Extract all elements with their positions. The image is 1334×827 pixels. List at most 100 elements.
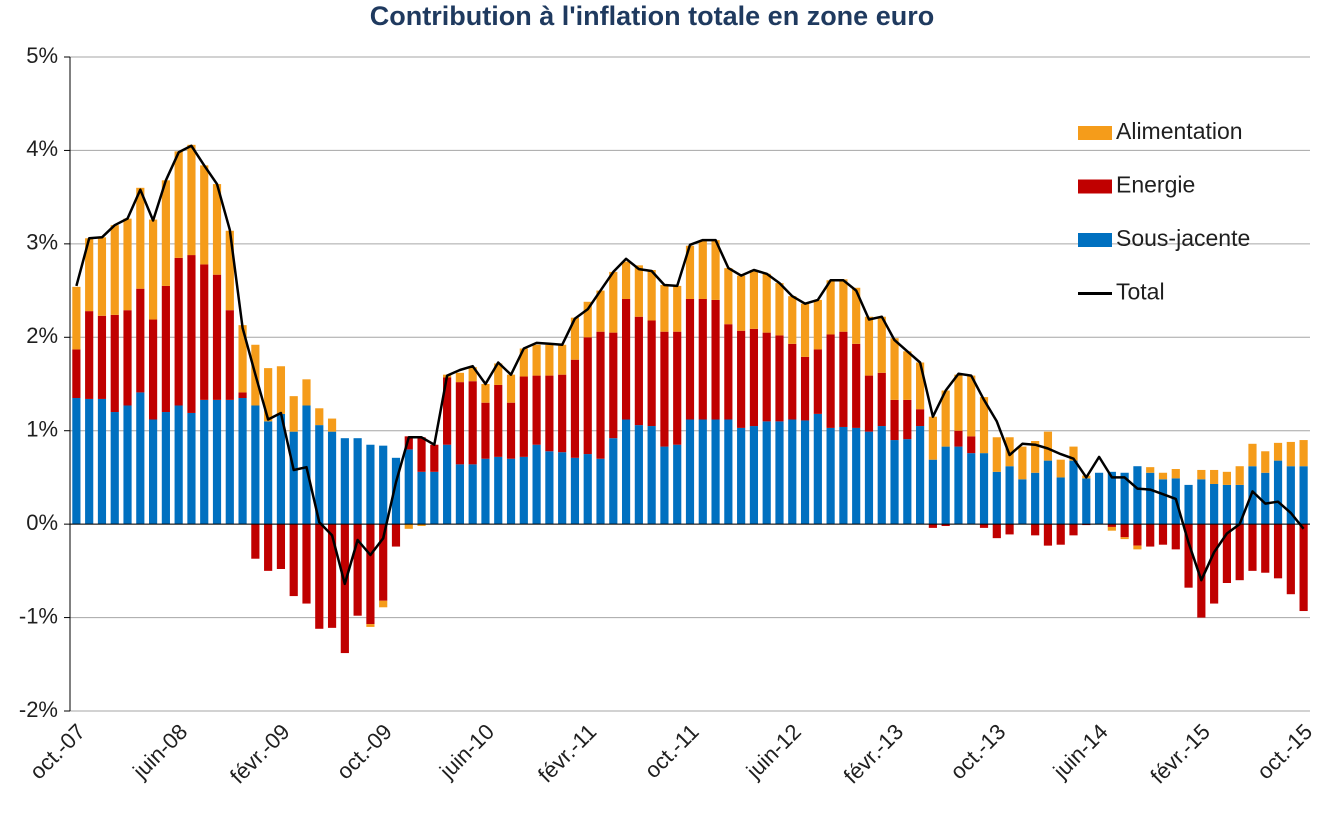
bar-segment — [391, 457, 401, 525]
bar-segment — [1005, 466, 1014, 525]
x-tick-label: févr.-11 — [533, 719, 601, 787]
legend-label: Sous-jacente — [1116, 225, 1250, 251]
bar-segment — [839, 279, 848, 332]
bar-segment — [890, 338, 899, 400]
bar-segment — [276, 524, 286, 569]
bar-segment — [775, 421, 784, 525]
bar-segment — [583, 454, 592, 525]
bar-segment — [621, 419, 631, 525]
bar-segment — [302, 379, 311, 406]
bar-segment — [149, 219, 158, 320]
bar-segment — [264, 524, 273, 571]
bar-segment — [225, 399, 234, 525]
bar-segment — [136, 392, 145, 525]
bar-segment — [136, 288, 145, 393]
bar-segment — [404, 524, 413, 529]
bar-segment — [187, 412, 196, 525]
x-tick-label: juin-10 — [434, 719, 499, 784]
bar-segment — [200, 399, 209, 525]
bar-segment — [212, 274, 222, 400]
x-tick-label: févr.-15 — [1145, 719, 1215, 789]
bar-segment — [749, 270, 759, 329]
bar-segment — [826, 334, 835, 428]
bar-segment — [992, 524, 1001, 539]
bar-segment — [1248, 443, 1257, 467]
bar-segment — [647, 320, 656, 427]
bar-segment — [877, 372, 886, 427]
bar-segment — [532, 375, 541, 445]
bar-segment — [954, 430, 963, 447]
bar-segment — [621, 298, 631, 420]
bar-segment — [187, 144, 196, 256]
bar-segment — [1197, 479, 1206, 525]
bar-segment — [698, 298, 707, 420]
bar-segment — [724, 324, 733, 420]
bar-segment — [660, 284, 669, 332]
bar-segment — [583, 301, 592, 338]
bar-segment — [366, 624, 375, 627]
bar-segment — [200, 264, 209, 400]
bar-segment — [813, 349, 822, 414]
bar-segment — [698, 419, 707, 525]
bar-segment — [916, 362, 925, 410]
bar-segment — [1146, 472, 1155, 525]
bar-segment — [327, 431, 337, 525]
bar-segment — [110, 314, 119, 413]
bar-segment — [570, 457, 580, 525]
bar-segment — [979, 524, 989, 528]
bar-segment — [340, 438, 349, 525]
bar-segment — [1056, 524, 1065, 545]
bar-segment — [1235, 484, 1244, 525]
bar-segment — [340, 524, 349, 654]
bar-segment — [506, 458, 516, 525]
bar-segment — [647, 270, 656, 321]
bar-segment — [737, 275, 746, 331]
bar-segment — [903, 439, 912, 525]
bar-segment — [800, 420, 810, 525]
bar-segment — [1082, 478, 1091, 525]
bar-segment — [225, 310, 234, 400]
bar-segment — [685, 245, 695, 299]
bar-segment — [110, 225, 119, 315]
bar-segment — [698, 241, 707, 299]
bar-segment — [174, 405, 183, 525]
y-tick-label: -2% — [19, 697, 58, 722]
bar-segment — [890, 399, 899, 441]
bar-segment — [813, 299, 822, 350]
bar-segment — [506, 402, 516, 459]
bar-segment — [1120, 472, 1129, 525]
bar-segment — [1197, 524, 1206, 618]
bar-segment — [379, 600, 388, 608]
bar-segment — [212, 184, 222, 275]
bar-segment — [1043, 460, 1053, 525]
bar-segment — [711, 240, 720, 300]
bar-segment — [481, 384, 490, 403]
bar-segment — [1222, 524, 1231, 584]
bar-segment — [430, 444, 439, 472]
bar-segment — [289, 431, 298, 525]
total-line — [75, 144, 1305, 586]
x-tick-label: oct.-07 — [25, 719, 90, 784]
bar-segment — [864, 316, 874, 376]
bar-segment — [558, 452, 567, 525]
bar-segment — [161, 285, 170, 413]
x-tick-label: oct.-13 — [945, 719, 1010, 784]
legend-swatch — [1078, 233, 1112, 247]
bar-segment — [852, 427, 861, 525]
bar-segment — [775, 283, 784, 336]
bar-segment — [417, 437, 426, 472]
bar-segment — [967, 453, 976, 525]
bar-segment — [903, 399, 912, 440]
bar-segment — [264, 421, 273, 525]
bar-segment — [161, 412, 170, 525]
bar-segment — [123, 310, 132, 406]
bar-segment — [481, 402, 490, 459]
bar-segment — [1171, 524, 1180, 550]
x-tick-label: oct.-09 — [332, 719, 397, 784]
bar-segment — [404, 449, 413, 525]
bar-segment — [967, 436, 976, 454]
bar-segment — [941, 524, 950, 527]
bar-segment — [1018, 479, 1027, 525]
bar-segment — [379, 445, 388, 525]
